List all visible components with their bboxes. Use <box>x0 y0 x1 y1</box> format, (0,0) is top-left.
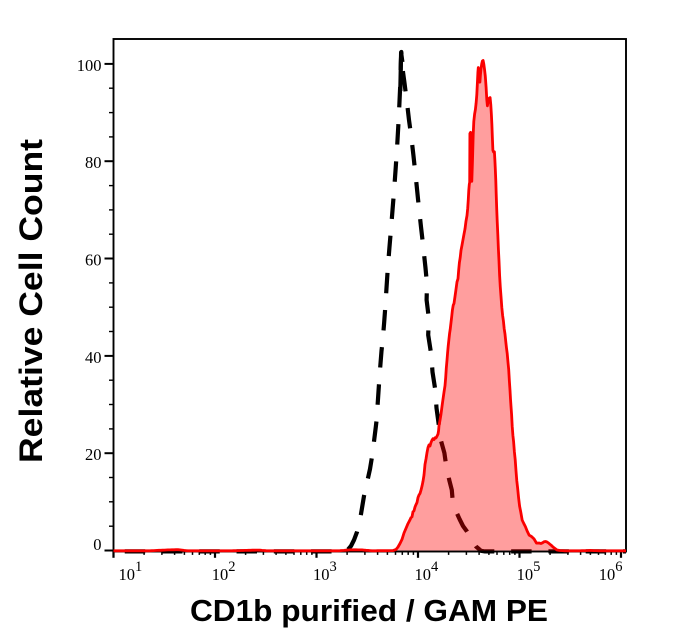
svg-text:20: 20 <box>85 445 102 464</box>
svg-text:60: 60 <box>85 251 102 270</box>
svg-text:80: 80 <box>85 153 102 172</box>
svg-text:Relative Cell Count: Relative Cell Count <box>13 139 49 463</box>
svg-text:CD1b purified / GAM PE: CD1b purified / GAM PE <box>190 593 548 628</box>
svg-text:40: 40 <box>85 348 102 367</box>
svg-text:0: 0 <box>93 535 101 554</box>
svg-text:100: 100 <box>77 56 102 75</box>
